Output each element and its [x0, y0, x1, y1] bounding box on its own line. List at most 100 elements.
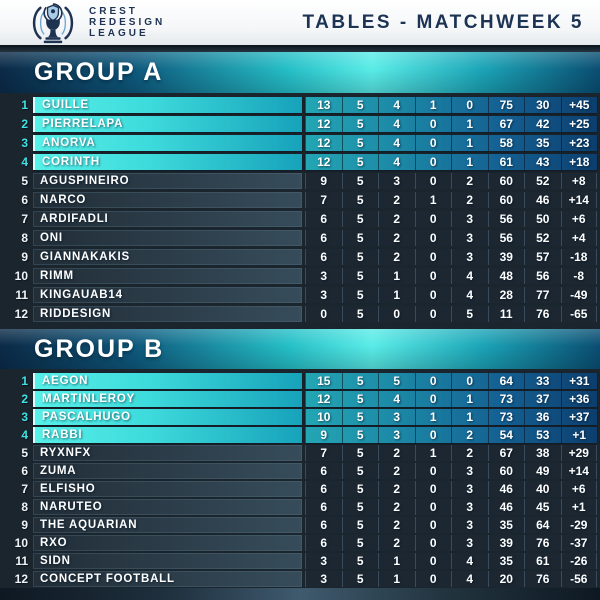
points-cell: 3: [305, 553, 342, 569]
goals-against-cell: 77: [524, 286, 561, 303]
played-cell: 5: [341, 481, 378, 497]
played-cell: 5: [341, 535, 378, 551]
team-name-bar: SIDN: [33, 553, 302, 569]
team-name-bar: ANORVA: [33, 134, 302, 151]
team-name: ONI: [40, 231, 63, 244]
stats-cells: 3 5 1 0 4 48 56 -8: [305, 267, 597, 284]
table-row: 12 CONCEPT FOOTBALL 3 5 1 0 4 20 76 -56: [0, 570, 600, 588]
draws-cell: 1: [414, 191, 451, 208]
stats-cells: 6 5 2 0 3 35 64 -29: [305, 517, 597, 533]
goals-for-cell: 48: [487, 267, 524, 284]
goals-against-cell: 76: [524, 571, 561, 587]
stats-cells: 6 5 2 0 3 46 40 +6: [305, 481, 597, 497]
position-number: 6: [21, 192, 28, 207]
table-row: 1 AEGON 15 5 5 0 0 64 33 +31: [0, 372, 600, 390]
goal-difference-cell: -26: [560, 553, 597, 569]
losses-cell: 4: [451, 267, 488, 284]
stats-cells: 6 5 2 0 3 56 50 +6: [305, 210, 597, 227]
team-name-bar: PIERRELAPA: [33, 115, 302, 132]
points-cell: 7: [305, 445, 342, 461]
played-cell: 5: [341, 210, 378, 227]
points-cell: 3: [305, 286, 342, 303]
goal-difference-cell: +23: [560, 134, 598, 151]
table-row: 11 SIDN 3 5 1 0 4 35 61 -26: [0, 552, 600, 570]
wins-cell: 0: [378, 305, 415, 322]
position-number: 11: [15, 287, 28, 302]
goals-against-cell: 52: [524, 172, 561, 189]
points-cell: 12: [305, 134, 342, 151]
goals-for-cell: 20: [487, 571, 524, 587]
goals-for-cell: 67: [487, 115, 525, 132]
draws-cell: 0: [414, 571, 451, 587]
goal-difference-cell: +29: [560, 445, 597, 461]
goals-for-cell: 56: [487, 210, 524, 227]
losses-cell: 3: [451, 535, 488, 551]
played-cell: 5: [341, 286, 378, 303]
position-number: 7: [21, 482, 28, 496]
position-number: 3: [21, 410, 28, 424]
wins-cell: 3: [378, 427, 415, 443]
draws-cell: 0: [414, 517, 451, 533]
losses-cell: 0: [451, 373, 488, 389]
points-cell: 15: [305, 373, 342, 389]
goals-against-cell: 49: [524, 463, 561, 479]
table-row: 2 PIERRELAPA 12 5 4 0 1 67 42 +25: [0, 114, 600, 133]
goal-difference-cell: +18: [560, 153, 598, 170]
team-name-bar: ELFISHO: [33, 481, 302, 497]
group-a-table: 1 GUILLE 13 5 4 1 0 75 30 +45 2: [0, 95, 600, 323]
stats-cells: 3 5 1 0 4 35 61 -26: [305, 553, 597, 569]
position-number: 2: [21, 116, 28, 131]
losses-cell: 1: [451, 409, 488, 425]
team-name-bar: RXO: [33, 535, 302, 551]
team-name-bar: MARTINLEROY: [33, 391, 302, 407]
group-b-table: 1 AEGON 15 5 5 0 0 64 33 +31 2: [0, 372, 600, 588]
points-cell: 13: [305, 96, 342, 113]
team-name-bar: AGUSPINEIRO: [33, 172, 302, 189]
losses-cell: 1: [451, 391, 488, 407]
losses-cell: 3: [451, 210, 488, 227]
league-wordmark: CREST REDESIGN LEAGUE: [89, 6, 165, 39]
draws-cell: 0: [414, 210, 451, 227]
team-name: SIDN: [40, 555, 71, 567]
team-name: ZUMA: [40, 465, 77, 477]
stats-cells: 9 5 3 0 2 60 52 +8: [305, 172, 597, 189]
draws-cell: 0: [414, 463, 451, 479]
played-cell: 5: [341, 96, 379, 113]
stats-cells: 7 5 2 1 2 67 38 +29: [305, 445, 597, 461]
played-cell: 5: [341, 571, 378, 587]
points-cell: 9: [305, 427, 342, 443]
losses-cell: 4: [451, 553, 488, 569]
goals-against-cell: 56: [524, 267, 561, 284]
team-name: MARTINLEROY: [42, 393, 136, 405]
table-row: 1 GUILLE 13 5 4 1 0 75 30 +45: [0, 95, 600, 114]
goals-for-cell: 35: [487, 553, 524, 569]
team-name-bar: CORINTH: [33, 153, 302, 170]
goal-difference-cell: +45: [560, 96, 598, 113]
losses-cell: 2: [451, 427, 488, 443]
table-row: 9 THE AQUARIAN 6 5 2 0 3 35 64 -29: [0, 516, 600, 534]
stats-cells: 3 5 1 0 4 20 76 -56: [305, 571, 597, 587]
points-cell: 12: [305, 391, 342, 407]
points-cell: 6: [305, 463, 342, 479]
wins-cell: 3: [378, 409, 415, 425]
points-cell: 12: [305, 153, 342, 170]
team-name: RYXNFX: [40, 447, 92, 459]
stats-cells: 12 5 4 0 1 67 42 +25: [305, 115, 598, 132]
draws-cell: 1: [414, 409, 452, 425]
points-cell: 3: [305, 267, 342, 284]
goals-against-cell: 43: [524, 153, 561, 170]
goal-difference-cell: +25: [560, 115, 598, 132]
points-cell: 7: [305, 191, 342, 208]
played-cell: 5: [341, 553, 378, 569]
team-name: GIANNAKAKIS: [40, 250, 130, 263]
losses-cell: 1: [451, 134, 488, 151]
team-name-bar: ONI: [33, 229, 302, 246]
stats-cells: 10 5 3 1 1 73 36 +37: [305, 409, 597, 425]
team-name: RIMM: [40, 269, 74, 282]
goals-against-cell: 64: [524, 517, 561, 533]
wordmark-line-3: LEAGUE: [89, 28, 149, 39]
stats-cells: 15 5 5 0 0 64 33 +31: [305, 373, 597, 389]
goals-for-cell: 35: [487, 517, 524, 533]
wins-cell: 2: [378, 210, 415, 227]
draws-cell: 0: [414, 153, 452, 170]
